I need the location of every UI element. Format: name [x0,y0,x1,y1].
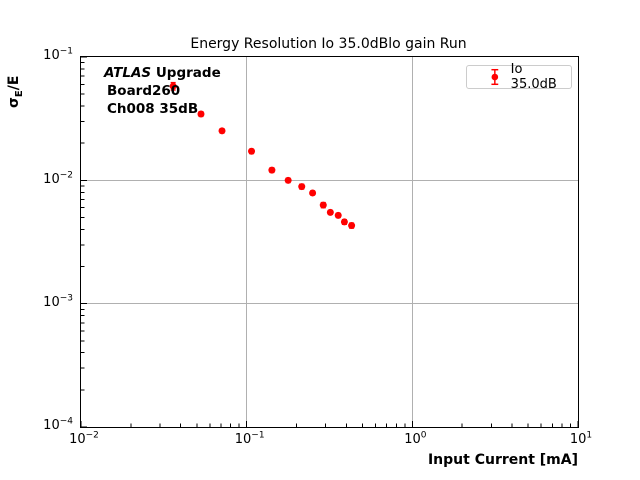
x-tick-label: 100 [404,431,427,448]
x-tick-label: 10−1 [234,431,265,448]
legend-label: Io 35.0dB [510,62,557,92]
y-tick-label: 10−1 [43,47,73,64]
y-tick-label: 10−2 [43,170,73,187]
y-axis-label-sub: E [13,90,25,98]
data-point [309,189,317,197]
data-point [197,110,205,118]
annotation-line-3: Ch008 35dB [107,101,199,117]
y-axis-label-sigma: σ [6,97,22,108]
data-point [218,127,226,135]
data-point [284,176,292,184]
data-point [248,147,256,155]
y-axis-label: σE/E [6,76,25,108]
y-axis-label-rest: /E [6,75,22,91]
data-point [268,166,276,174]
annotation-line-1: ATLAS Upgrade [104,64,221,82]
annotation-experiment: ATLAS [104,65,152,81]
chart-title: Energy Resolution Io 35.0dBlo gain Run [190,36,467,52]
plot-svg [81,57,578,427]
data-point [326,208,334,216]
x-tick-label: 10−2 [69,431,99,448]
annotation-line-2: Board260 [107,83,181,99]
legend-box: Io 35.0dB [466,62,572,92]
data-point [298,183,306,191]
data-point [348,222,356,230]
legend-errorbar-marker [491,68,499,86]
data-point [169,82,177,90]
plot-area [80,56,579,428]
annotation-block: ATLAS Upgrade Board260 Ch008 35dB [104,64,221,118]
annotation-upgrade: Upgrade [155,65,221,81]
x-axis-label: Input Current [mA] [427,452,578,468]
x-tick-label: 101 [569,431,593,448]
data-point [340,218,348,226]
data-point [319,201,327,209]
y-tick-label: 10−3 [43,293,73,310]
y-tick-label: 10−4 [43,417,73,434]
data-point [334,211,342,219]
